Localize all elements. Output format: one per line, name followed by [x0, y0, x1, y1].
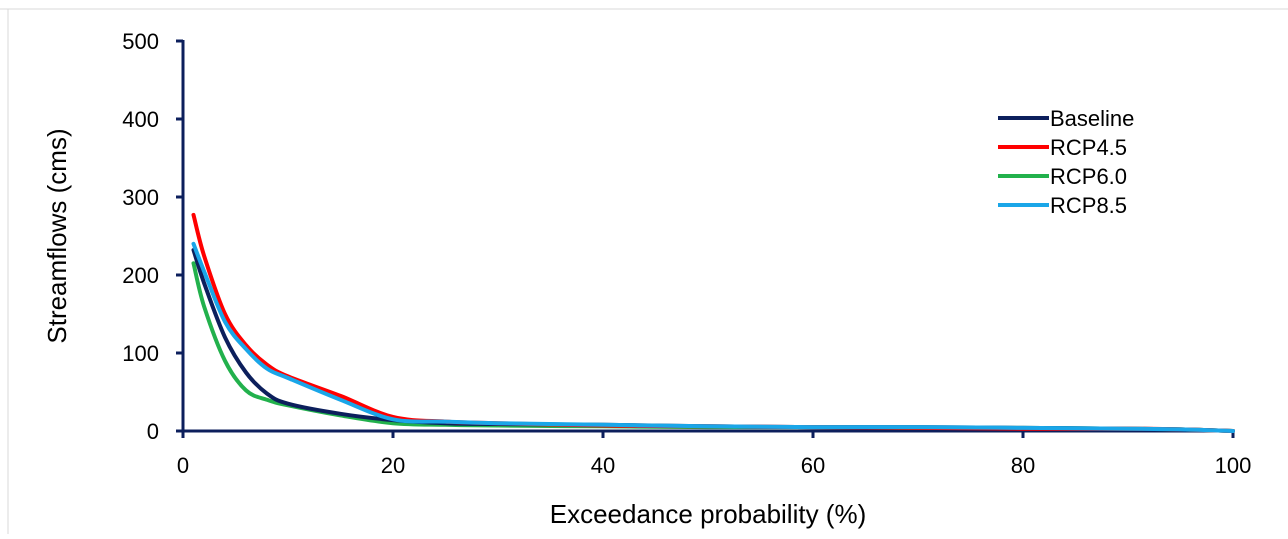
x-tick-label: 20	[381, 453, 405, 478]
x-tick-label: 40	[591, 453, 615, 478]
y-tick-label: 300	[122, 185, 159, 210]
x-tick-label: 80	[1011, 453, 1035, 478]
y-tick-label: 100	[122, 341, 159, 366]
legend: Baseline RCP4.5 RCP6.0 RCP8.5	[998, 106, 1134, 218]
series-line-rcp4-5	[191, 212, 1235, 433]
series-layer	[191, 212, 1235, 433]
x-axis-label: Exceedance probability (%)	[550, 499, 867, 529]
x-tick-label: 0	[177, 453, 189, 478]
y-tick-label: 0	[147, 419, 159, 444]
y-axis-label: Streamflows (cms)	[42, 128, 72, 343]
legend-label: Baseline	[1050, 106, 1134, 131]
series-line-rcp6-0	[191, 261, 1235, 433]
y-tick-label: 500	[122, 29, 159, 54]
x-tick-label: 60	[801, 453, 825, 478]
y-tick-label: 200	[122, 263, 159, 288]
series-line-rcp8-5	[191, 241, 1235, 433]
legend-label: RCP8.5	[1050, 193, 1127, 218]
axes: 0 100 200 300 400 500 0 20 40 60 80 100	[122, 29, 1251, 478]
legend-label: RCP6.0	[1050, 164, 1127, 189]
legend-label: RCP4.5	[1050, 135, 1127, 160]
x-tick-label: 100	[1215, 453, 1252, 478]
y-tick-label: 400	[122, 107, 159, 132]
